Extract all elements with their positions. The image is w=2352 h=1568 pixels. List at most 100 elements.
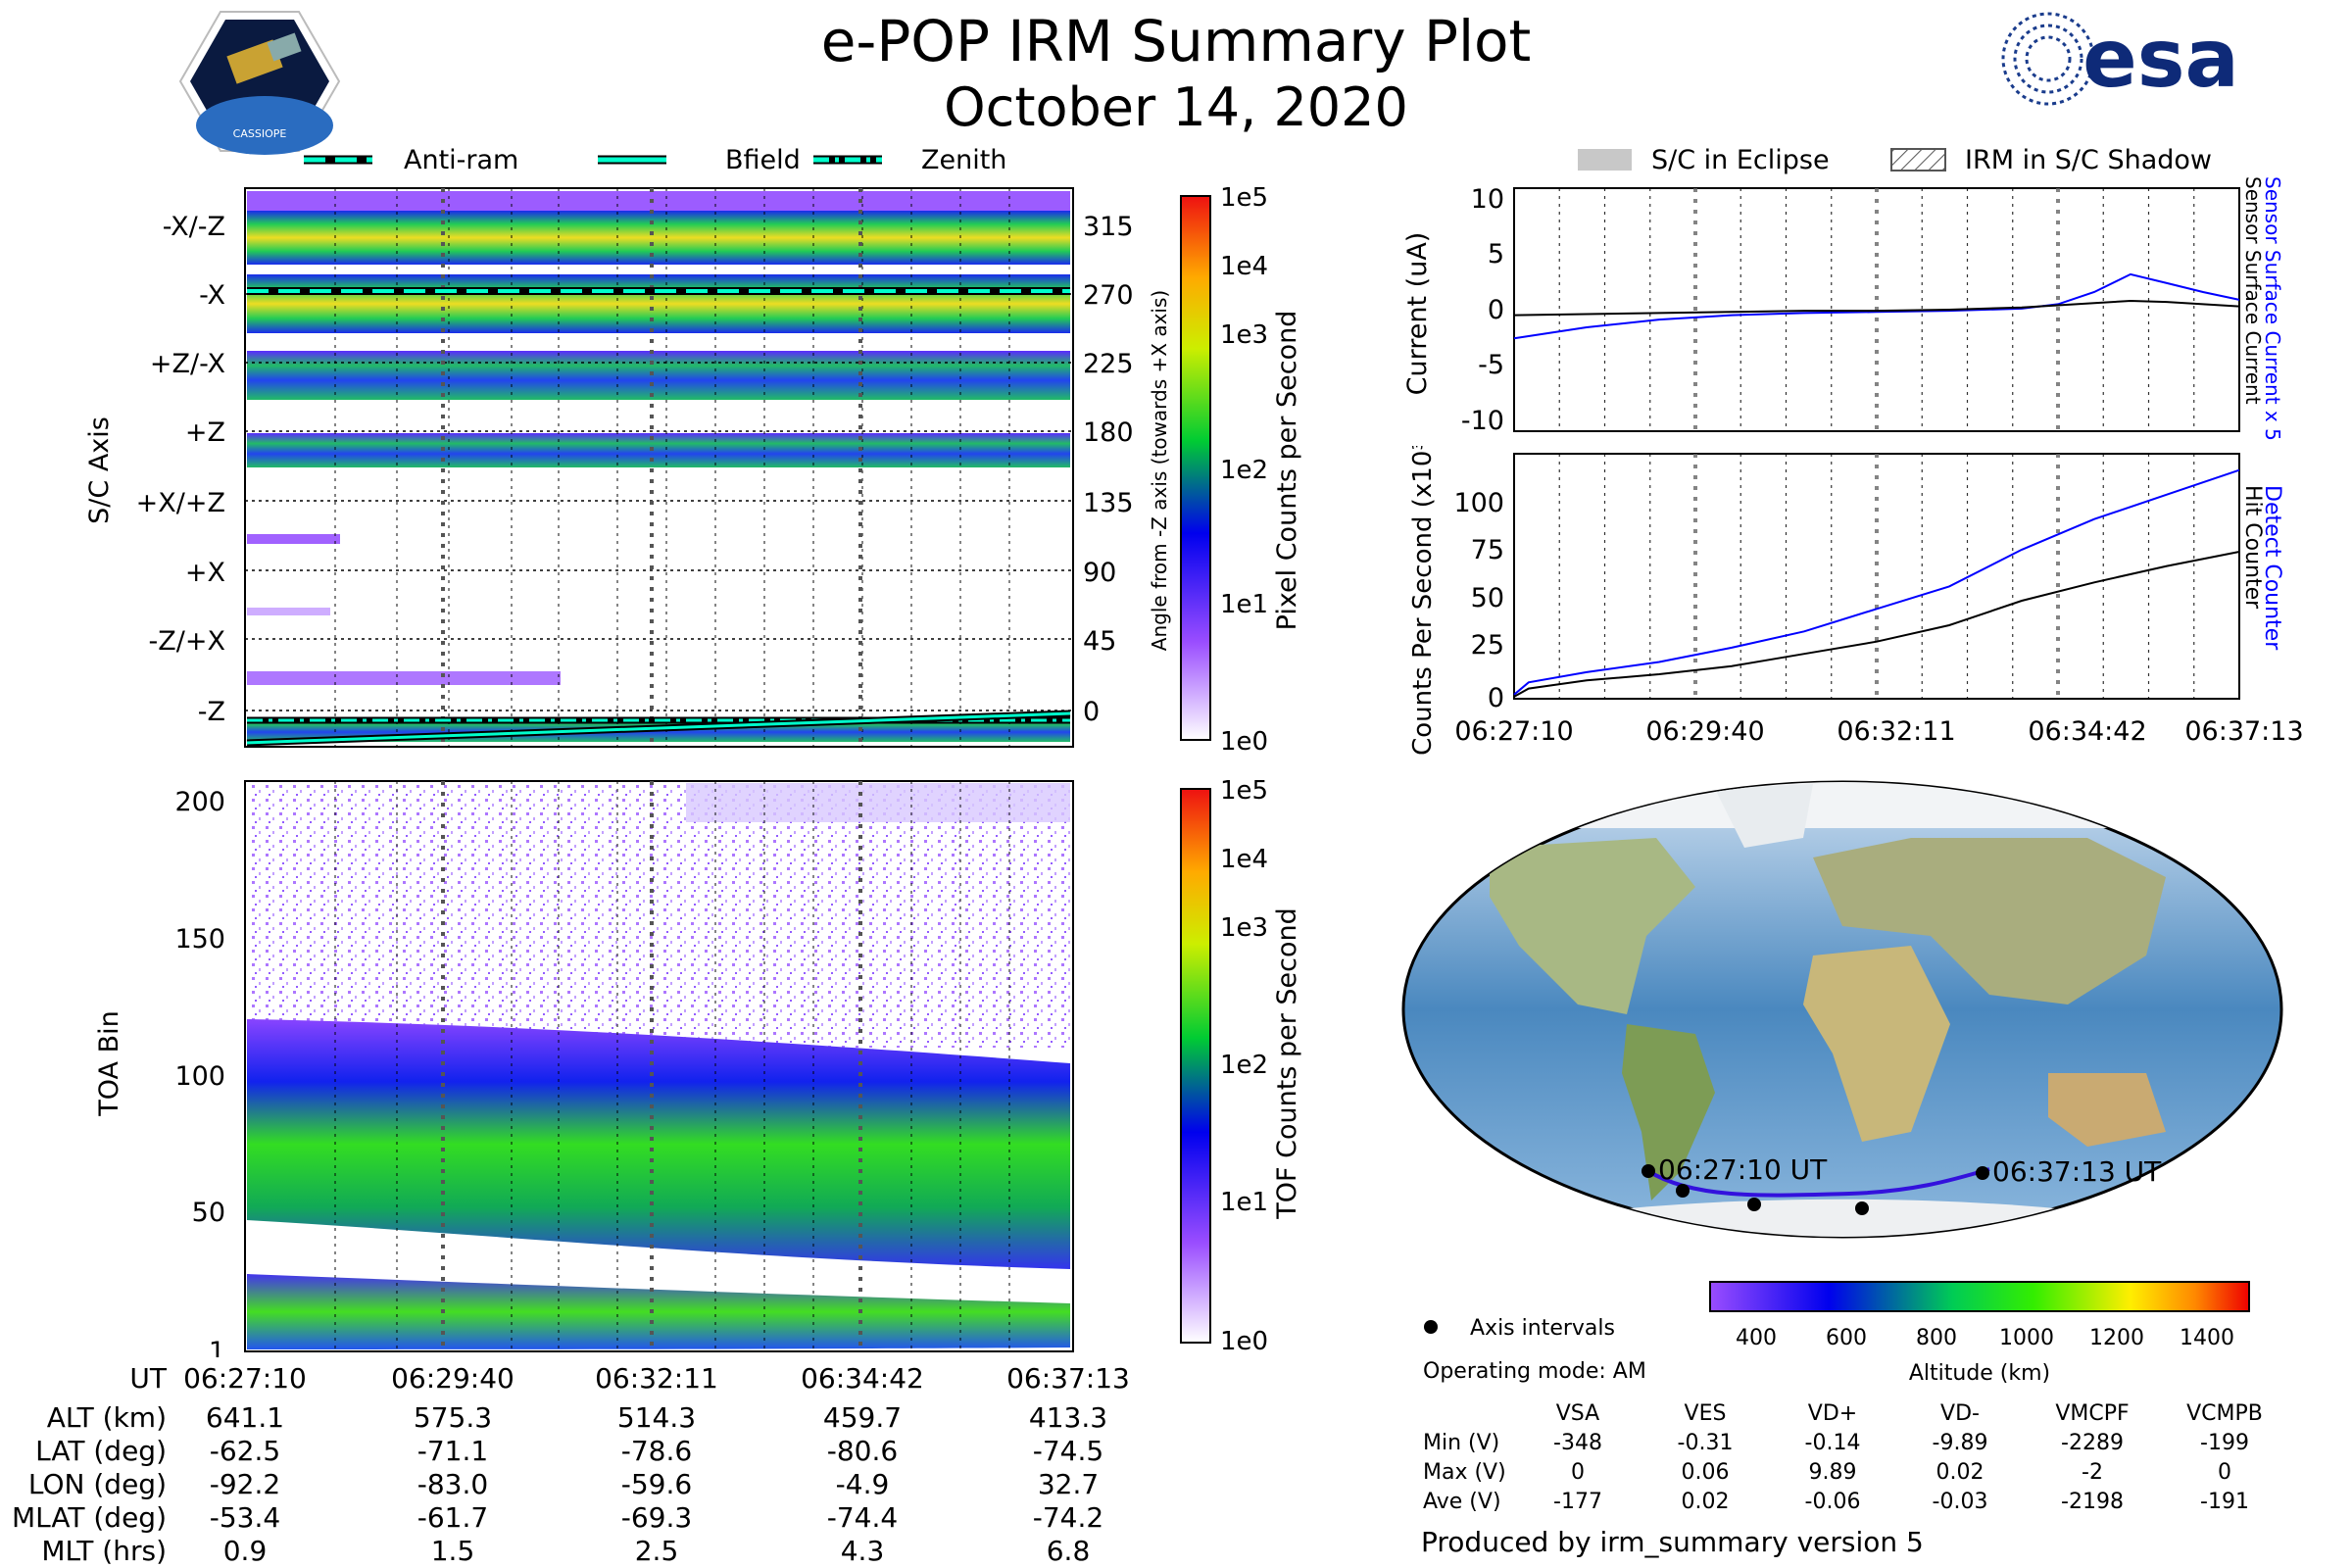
alt-tick-400: 400: [1736, 1326, 1777, 1350]
angle-45: 45: [1083, 626, 1116, 657]
toa-tick-100: 100: [174, 1061, 225, 1092]
tof-colorbar: [1180, 788, 1211, 1344]
volt-cell: -9.89: [1933, 1431, 1988, 1455]
cnt-tick-100: 100: [1453, 488, 1504, 518]
cnt-tick-0: 0: [1488, 683, 1504, 713]
cur-tick-0: 0: [1488, 295, 1504, 325]
cassiope-logo-text: CASSIOPE: [233, 127, 287, 140]
ytick-zpx: -Z/+X: [149, 626, 225, 657]
eurasia: [1813, 838, 2166, 1004]
alt-tick-1000: 1000: [1999, 1326, 2054, 1350]
track-point-3: [1855, 1201, 1869, 1215]
orbit-cell: 575.3: [414, 1401, 492, 1434]
greenland: [1715, 784, 1813, 848]
track-point-4: [1976, 1166, 1989, 1180]
orbit-row-label: ALT (km): [47, 1401, 167, 1434]
toa-tick-200: 200: [174, 787, 225, 817]
volt-cell: -2198: [2061, 1490, 2124, 1514]
pixel-cb-1e0: 1e0: [1220, 727, 1268, 757]
angle-180: 180: [1083, 417, 1134, 448]
track-point-1: [1676, 1184, 1690, 1198]
volt-cell: -2289: [2061, 1431, 2124, 1455]
ut-time-3: 06:34:42: [801, 1362, 924, 1395]
counts-chart: 100 75 50 25 0 Counts Per Second (x10³) …: [1408, 446, 2304, 756]
alt-tick-1400: 1400: [2180, 1326, 2234, 1350]
footer-note: Produced by irm_summary version 5: [1421, 1526, 1924, 1558]
orbit-cell: -4.9: [836, 1468, 890, 1500]
legend-eclipse: S/C in Eclipse: [1651, 145, 1830, 175]
volt-cell: 9.89: [1809, 1460, 1857, 1485]
legend-anti-ram: Anti-ram: [404, 145, 518, 175]
angle-315: 315: [1083, 212, 1134, 242]
band-x-z: [247, 211, 1070, 265]
australia: [2048, 1073, 2166, 1147]
band-xz-faint: [247, 534, 340, 544]
angle-270: 270: [1083, 280, 1134, 311]
orbit-cell: 459.7: [823, 1401, 902, 1434]
ytick-zx: +Z/-X: [150, 349, 225, 379]
pixel-colorbar-label: Pixel Counts per Second: [1272, 311, 1302, 631]
ut-label: UT: [129, 1362, 167, 1395]
current-chart: 10 5 0 -5 -10 Current (uA) Sensor Surfac…: [1402, 176, 2284, 441]
band-x-faint: [247, 608, 330, 615]
pixel-y2label: Angle from -Z axis (towards +X axis): [1148, 290, 1171, 651]
volt-col-header: VMCPF: [2055, 1401, 2129, 1426]
band-zx-faint: [247, 671, 561, 685]
pixel-colorbar: [1180, 195, 1211, 741]
counts-ylabel: Counts Per Second (x10³): [1408, 446, 1438, 756]
volt-cell: -348: [1553, 1431, 1602, 1455]
orbit-cell: -61.7: [417, 1501, 488, 1534]
orbit-cell: -53.4: [210, 1501, 280, 1534]
orbit-cell: -69.3: [621, 1501, 692, 1534]
volt-cell: 0: [2218, 1460, 2231, 1485]
counts-right-label-2: Hit Counter: [2240, 485, 2265, 610]
volt-col-header: VSA: [1556, 1401, 1599, 1426]
volt-col-header: VES: [1685, 1401, 1727, 1426]
volt-cell: -0.31: [1678, 1431, 1734, 1455]
cnt-tick-25: 25: [1471, 630, 1504, 661]
tof-cb-1e2: 1e2: [1220, 1051, 1268, 1080]
bfield-line: [246, 711, 1071, 745]
voltage-table: VSA VES VD+ VD- VMCPF VCMPB Min (V) -348 -0.31 -…: [1421, 1401, 2263, 1558]
legend-bfield: Bfield: [725, 145, 801, 175]
volt-cell: -2: [2082, 1460, 2103, 1485]
south-america: [1622, 1024, 1715, 1200]
pixel-ylabel: S/C Axis: [84, 416, 115, 524]
ytick-plus-x: +X: [185, 558, 225, 588]
orbit-cell: -80.6: [827, 1435, 898, 1467]
surface-current-x5-line: [1513, 272, 2240, 340]
toa-tick-50: 50: [192, 1198, 225, 1228]
orbit-cell: -59.6: [621, 1468, 692, 1500]
cnt-tick-50: 50: [1471, 583, 1504, 613]
page-title: e-POP IRM Summary Plot: [820, 8, 1532, 74]
africa: [1803, 946, 1950, 1142]
legend-zenith: Zenith: [921, 145, 1006, 175]
counts-right-label-1: Detect Counter: [2260, 485, 2284, 651]
toa-tick-150: 150: [174, 924, 225, 955]
axis-interval-marker: [1424, 1320, 1438, 1334]
orbit-row-label: MLAT (deg): [12, 1501, 167, 1534]
altitude-colorbar: 400 600 800 1000 1200 1400 Altitude (km)…: [1423, 1281, 2250, 1386]
orbit-cell: -62.5: [210, 1435, 280, 1467]
track-start-label: 06:27:10 UT: [1658, 1153, 1828, 1186]
volt-cell: -0.03: [1933, 1490, 1988, 1514]
pixel-cb-1e2: 1e2: [1220, 456, 1268, 485]
world-map: 06:27:10 UT 06:37:13 UT: [1401, 780, 2283, 1239]
alt-tick-600: 600: [1826, 1326, 1867, 1350]
ytick-x-z: -X/-Z: [163, 212, 225, 242]
legend-shadow: IRM in S/C Shadow: [1965, 145, 2212, 175]
toa-tick-1: 1: [209, 1337, 225, 1357]
alt-tick-800: 800: [1916, 1326, 1957, 1350]
orbit-table: UT 06:27:10 06:29:40 06:32:11 06:34:42 0…: [12, 1362, 1130, 1567]
alt-tick-1200: 1200: [2089, 1326, 2144, 1350]
north-america: [1490, 838, 1695, 1014]
orbit-cell: 514.3: [617, 1401, 696, 1434]
band-z: [247, 433, 1070, 467]
current-ylabel: Current (uA): [1402, 232, 1433, 396]
angle-0: 0: [1083, 697, 1100, 727]
shadow-legend: S/C in Eclipse IRM in S/C Shadow: [1578, 145, 2212, 175]
orbit-row-label: LON (deg): [28, 1468, 167, 1500]
orbit-cell: 32.7: [1038, 1468, 1099, 1500]
track-point-0: [1642, 1164, 1655, 1178]
orbit-cell: -74.4: [827, 1501, 898, 1534]
